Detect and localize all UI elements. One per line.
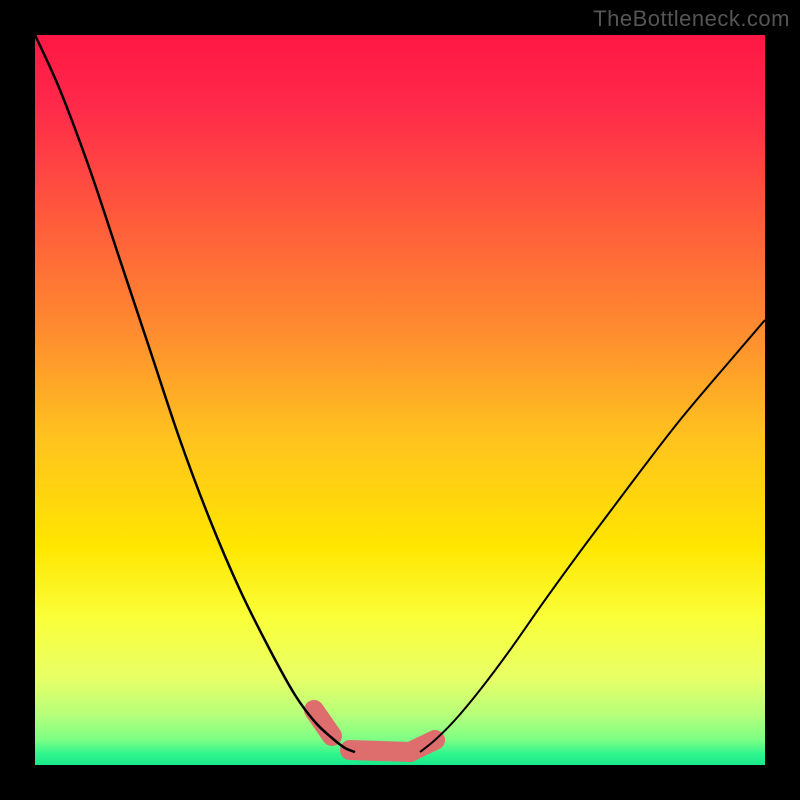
watermark-text: TheBottleneck.com [593,6,790,32]
gradient-plot-area [35,35,765,765]
bottleneck-chart [0,0,800,800]
